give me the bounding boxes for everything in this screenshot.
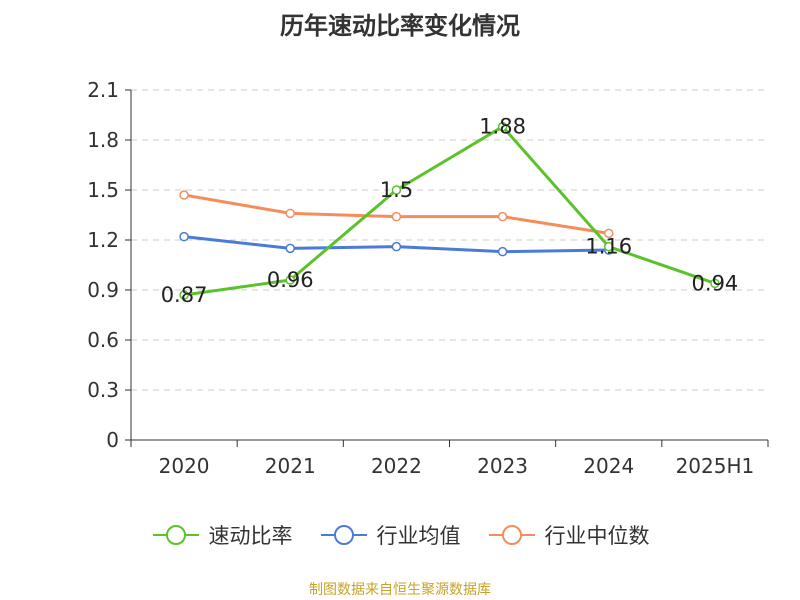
data-label: 0.87 bbox=[161, 283, 208, 307]
legend-item[interactable]: 速动比率 bbox=[151, 520, 293, 550]
data-point bbox=[497, 211, 508, 222]
data-point bbox=[604, 228, 614, 239]
y-tick-label: 0.6 bbox=[87, 328, 119, 352]
y-tick-label: 1.5 bbox=[87, 178, 119, 202]
series-line bbox=[183, 125, 716, 297]
legend-item[interactable]: 行业中位数 bbox=[487, 520, 650, 550]
data-point bbox=[604, 241, 614, 252]
y-tick-label: 0.9 bbox=[87, 278, 119, 302]
y-tick-label: 0.3 bbox=[87, 378, 119, 402]
legend-line-circle-icon bbox=[152, 525, 199, 545]
series-lines bbox=[179, 121, 720, 300]
legend-line-circle-icon bbox=[488, 525, 535, 545]
data-labels: 0.87 0.96 1.5 1.88 1.16 0.94 bbox=[161, 115, 739, 307]
data-point bbox=[179, 231, 189, 242]
y-tick-label: 2.1 bbox=[87, 78, 119, 102]
x-tick-label: 2021 bbox=[265, 454, 316, 478]
data-label: 1.5 bbox=[380, 178, 413, 202]
x-tick-label: 2022 bbox=[371, 454, 422, 478]
data-point bbox=[391, 185, 402, 195]
axes: 0 0.3 0.6 0.9 1.2 1.5 1.8 2.1 2020 2021 2022 2023 20… bbox=[87, 78, 769, 478]
legend: 速动比率 行业均值 行业中位数 bbox=[0, 520, 800, 550]
x-tick-label: 2023 bbox=[477, 454, 528, 478]
data-point bbox=[285, 208, 295, 219]
data-source-note: 制图数据来自恒生聚源数据库 bbox=[309, 582, 491, 598]
x-tick-label: 2020 bbox=[159, 454, 210, 478]
legend-label: 速动比率 bbox=[208, 524, 293, 548]
legend-label: 行业中位数 bbox=[544, 524, 650, 548]
y-tick-label: 1.2 bbox=[87, 228, 119, 252]
chart-title: 历年速动比率变化情况 bbox=[280, 12, 520, 40]
data-point bbox=[710, 278, 720, 289]
data-point bbox=[497, 246, 508, 257]
data-label: 0.94 bbox=[692, 271, 739, 295]
x-tick-label: 2025H1 bbox=[676, 454, 755, 478]
data-point bbox=[179, 290, 189, 300]
x-tick-label: 2024 bbox=[583, 454, 634, 478]
data-point bbox=[497, 121, 508, 132]
data-label: 1.88 bbox=[479, 115, 526, 139]
data-point bbox=[285, 243, 295, 254]
data-label: 0.96 bbox=[267, 268, 314, 292]
data-point bbox=[391, 211, 402, 222]
data-point bbox=[179, 190, 189, 200]
data-point bbox=[391, 241, 402, 252]
y-tick-label: 1.8 bbox=[87, 128, 119, 152]
data-label: 1.16 bbox=[585, 235, 632, 259]
y-tick-label: 0 bbox=[106, 428, 119, 452]
data-point bbox=[285, 275, 295, 285]
gridlines bbox=[131, 89, 768, 391]
legend-item[interactable]: 行业均值 bbox=[319, 520, 461, 550]
legend-label: 行业均值 bbox=[376, 524, 461, 548]
legend-line-circle-icon bbox=[320, 525, 367, 545]
